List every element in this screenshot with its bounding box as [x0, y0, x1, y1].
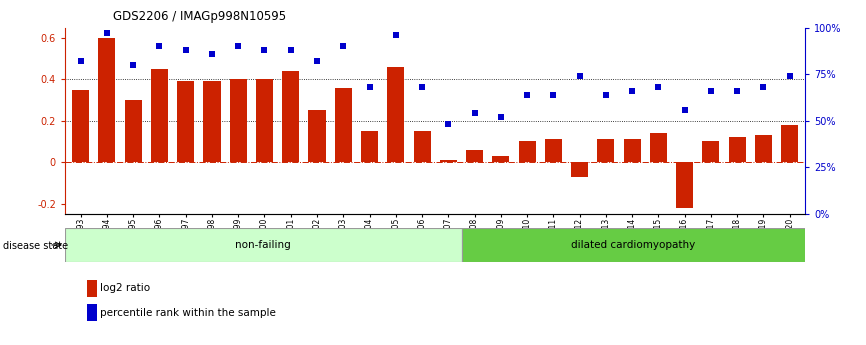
Point [572, 73, 586, 79]
Point [468, 110, 481, 116]
Text: dilated cardiomyopathy: dilated cardiomyopathy [572, 240, 695, 250]
Text: GDS2206 / IMAGp998N10595: GDS2206 / IMAGp998N10595 [113, 10, 286, 23]
Bar [178, 81, 194, 162]
Point [310, 58, 324, 64]
Bar [335, 88, 352, 162]
Point [363, 85, 377, 90]
Bar [125, 100, 142, 162]
Bar [204, 81, 221, 162]
Point [389, 32, 403, 38]
Bar [466, 150, 483, 162]
Bar [676, 162, 693, 208]
Bar [282, 71, 300, 162]
Bar [308, 110, 326, 162]
Bar [571, 162, 588, 177]
Bar [151, 69, 168, 162]
Text: disease state: disease state [3, 241, 68, 250]
Bar [650, 133, 667, 162]
Bar [702, 141, 720, 162]
Point [599, 92, 613, 97]
Point [546, 92, 560, 97]
Bar [72, 90, 89, 162]
Point [625, 88, 639, 94]
Bar [440, 160, 457, 162]
Bar [413, 131, 430, 162]
Text: log2 ratio: log2 ratio [100, 284, 151, 293]
Bar [387, 67, 404, 162]
Point [231, 43, 245, 49]
Point [178, 47, 192, 53]
Bar [545, 139, 562, 162]
Point [494, 114, 507, 120]
Point [730, 88, 744, 94]
Point [783, 73, 797, 79]
Bar [361, 131, 378, 162]
Bar [256, 79, 273, 162]
Bar [519, 141, 535, 162]
Bar [99, 38, 115, 162]
Point [442, 122, 456, 127]
Point [756, 85, 770, 90]
Point [704, 88, 718, 94]
Point [651, 85, 665, 90]
Bar [755, 135, 772, 162]
Point [74, 58, 87, 64]
Bar [462, 228, 805, 262]
Point [152, 43, 166, 49]
Point [205, 51, 219, 57]
Bar [781, 125, 798, 162]
Bar [65, 228, 462, 262]
Bar [598, 139, 614, 162]
Point [257, 47, 271, 53]
Bar [728, 137, 746, 162]
Bar [624, 139, 641, 162]
Point [678, 107, 692, 112]
Point [520, 92, 534, 97]
Point [284, 47, 298, 53]
Text: percentile rank within the sample: percentile rank within the sample [100, 308, 276, 317]
Point [336, 43, 350, 49]
Point [415, 85, 429, 90]
Point [126, 62, 140, 68]
Bar [492, 156, 509, 162]
Text: non-failing: non-failing [236, 240, 291, 250]
Point [100, 30, 114, 36]
Bar [229, 79, 247, 162]
